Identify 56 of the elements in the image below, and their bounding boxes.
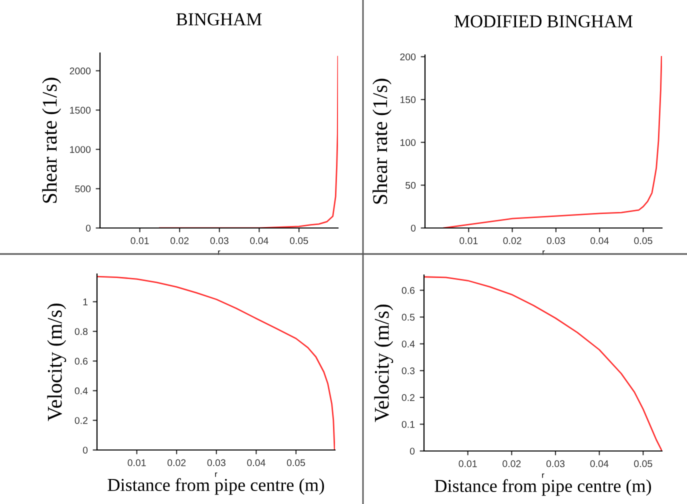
x-tick-label: 0.03	[210, 237, 228, 244]
y-tick-label: 0.3	[402, 367, 415, 374]
x-tick-label: 0.02	[168, 459, 186, 466]
y-tick-label: 0	[82, 446, 88, 454]
x-axis-title: r	[215, 472, 218, 477]
y-tick-label: 0.4	[402, 340, 415, 348]
y-axis-title: Shear rate (1/s)	[42, 78, 62, 203]
x-tick-label: 0.03	[207, 459, 226, 466]
x-tick-label: 0.05	[290, 237, 308, 244]
text: Distance from pipe centre (m)	[434, 479, 651, 496]
x-tick-label: 0.04	[590, 460, 608, 468]
line-series	[443, 56, 662, 228]
y-tick-label: 1000	[70, 146, 91, 153]
line-series	[424, 276, 662, 451]
x-tick-label: 0.04	[590, 237, 609, 244]
x-tick-label: 0.04	[250, 237, 268, 244]
x-tick-label: 0.01	[128, 459, 146, 466]
x-tick-label: 0.02	[170, 237, 189, 244]
y-tick-label: 500	[75, 185, 91, 192]
y-tick-label: 100	[400, 139, 416, 146]
x-tick-label: 0.04	[247, 459, 266, 466]
y-tick-label: 0.1	[402, 420, 414, 428]
y-tick-label: 0	[410, 448, 415, 455]
y-tick-label: 1500	[70, 106, 91, 114]
chart-title: BINGHAM	[176, 13, 262, 26]
y-tick-label: 0.8	[74, 328, 88, 335]
x-tick-label: 0.05	[286, 459, 306, 466]
x-tick-label: 0.01	[130, 237, 149, 244]
y-tick-label: 0	[410, 224, 416, 232]
line-series	[97, 276, 335, 450]
text: Distance from pipe centre (m)	[108, 478, 324, 495]
y-axis-title: Velocity (m/s)	[47, 304, 66, 422]
x-tick-label: 0.03	[546, 237, 565, 244]
chart-title: MODIFIED BINGHAM	[454, 15, 632, 28]
y-tick-label: 0.2	[74, 417, 88, 424]
y-tick-label: 200	[400, 53, 416, 60]
y-tick-label: 2000	[70, 68, 91, 74]
y-axis-title: Shear rate (1/s)	[372, 78, 392, 204]
y-tick-label: 0.4	[74, 387, 88, 394]
x-tick-label: 0.05	[634, 237, 652, 244]
y-tick-label: 150	[400, 96, 416, 104]
x-tick-label: 0.01	[460, 237, 478, 244]
y-tick-label: 0.6	[74, 358, 88, 365]
y-tick-label: 1	[83, 298, 88, 306]
y-axis-title: Velocity (m/s)	[374, 304, 394, 422]
x-tick-label: 0.02	[503, 237, 522, 244]
y-tick-label: 0.2	[402, 394, 414, 402]
x-tick-label: 0.02	[502, 460, 521, 468]
y-tick-label: 50	[406, 182, 416, 189]
x-tick-label: 0.01	[458, 460, 477, 468]
y-tick-label: 0	[86, 224, 91, 232]
x-axis-title: r	[542, 473, 544, 478]
y-tick-label: 0.5	[402, 314, 415, 321]
x-tick-label: 0.03	[546, 460, 565, 468]
y-tick-label: 0.6	[402, 287, 415, 294]
x-tick-label: 0.05	[634, 460, 652, 468]
